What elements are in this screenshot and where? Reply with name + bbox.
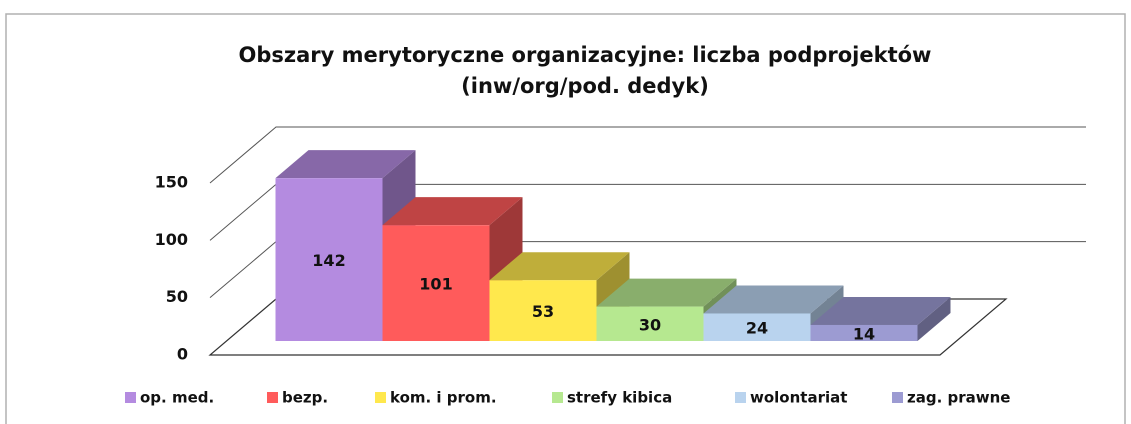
legend-label: zag. prawne xyxy=(907,389,1010,407)
bar-top xyxy=(596,278,737,307)
legend-swatch xyxy=(552,392,563,403)
legend-label: kom. i prom. xyxy=(390,389,497,407)
bar xyxy=(810,324,918,341)
chart-title: (inw/org/pod. dedyk) xyxy=(461,74,709,98)
bar xyxy=(596,306,704,341)
y-tick-label: 50 xyxy=(166,287,188,306)
data-label: 53 xyxy=(532,302,554,321)
bar-top xyxy=(703,285,844,314)
y-tick-label: 150 xyxy=(155,173,188,192)
bar xyxy=(382,225,490,341)
legend-swatch xyxy=(125,392,136,403)
bar xyxy=(489,280,597,341)
data-label: 24 xyxy=(746,319,768,338)
chart-title: Obszary merytoryczne organizacyjne: licz… xyxy=(239,43,932,67)
data-label: 101 xyxy=(419,275,452,294)
data-label: 30 xyxy=(639,315,661,334)
grid-line xyxy=(209,126,1086,184)
bar xyxy=(275,178,383,341)
y-tick-label: 100 xyxy=(155,230,188,249)
legend-swatch xyxy=(735,392,746,403)
bar-top xyxy=(489,252,630,281)
legend-label: bezp. xyxy=(282,389,328,407)
bar-side xyxy=(917,296,951,341)
legend-label: wolontariat xyxy=(750,389,847,407)
legend-label: op. med. xyxy=(140,389,214,407)
data-label: 14 xyxy=(853,324,875,343)
data-label: 142 xyxy=(312,251,345,270)
legend-label: strefy kibica xyxy=(567,389,672,407)
chart-frame xyxy=(5,13,1126,424)
bar-top xyxy=(810,296,951,325)
y-tick-label: 0 xyxy=(177,345,188,364)
legend-swatch xyxy=(267,392,278,403)
legend-swatch xyxy=(375,392,386,403)
bar-top xyxy=(382,197,523,226)
bar xyxy=(703,313,811,341)
legend-swatch xyxy=(892,392,903,403)
bar-top xyxy=(275,150,416,179)
